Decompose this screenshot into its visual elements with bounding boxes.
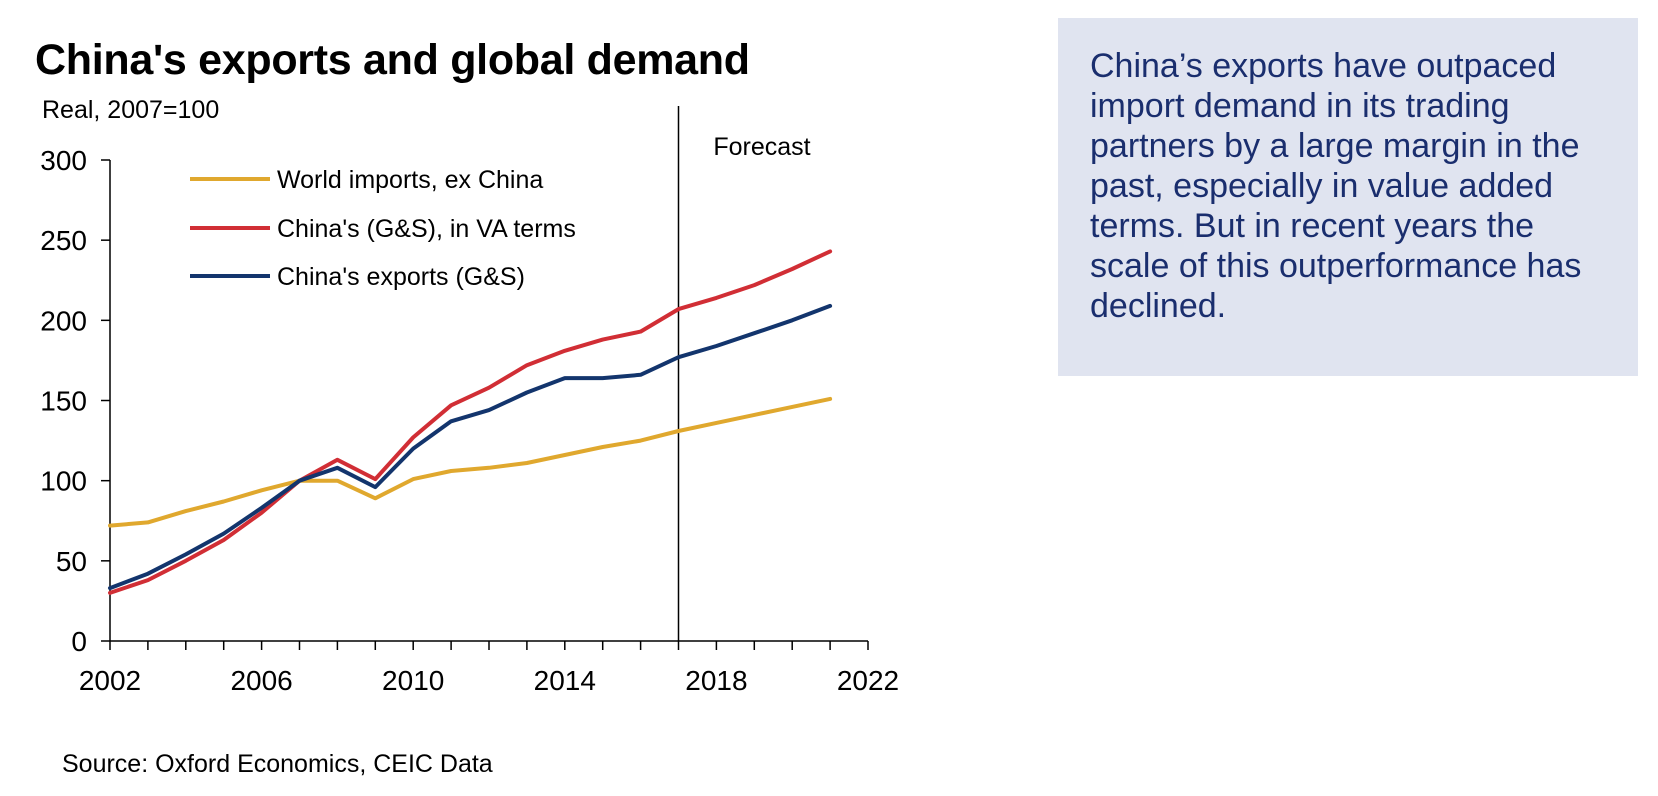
legend-label: China's exports (G&S) xyxy=(277,263,525,291)
series-line xyxy=(108,396,833,528)
chart-title: China's exports and global demand xyxy=(35,36,750,84)
line-chart: 0 50 100 150 200 250 300 2002 2006 2010 2014 2018 20… xyxy=(40,106,899,696)
forecast-label: Forecast xyxy=(713,133,810,161)
x-tick-label: 2010 xyxy=(382,665,444,696)
x-tick-label: 2022 xyxy=(837,665,899,696)
y-tick-label: 300 xyxy=(40,145,87,176)
x-tick-label: 2006 xyxy=(230,665,292,696)
legend-label: China's (G&S), in VA terms xyxy=(277,215,576,243)
y-tick-label: 250 xyxy=(40,225,87,256)
chart-axes: 0 50 100 150 200 250 300 2002 2006 2010 2014 2018 20… xyxy=(40,106,899,696)
chart-series xyxy=(108,249,833,595)
x-tick-label: 2002 xyxy=(79,665,141,696)
y-tick-label: 150 xyxy=(40,386,87,417)
chart-legend: World imports, ex China China's (G&S), in… xyxy=(190,166,576,291)
x-tick-label: 2018 xyxy=(685,665,747,696)
x-tick-label: 2014 xyxy=(534,665,596,696)
series-line xyxy=(108,303,833,591)
series-line xyxy=(108,249,833,595)
y-tick-label: 200 xyxy=(40,305,87,336)
y-tick-label: 0 xyxy=(71,626,87,657)
legend-label: World imports, ex China xyxy=(277,166,543,194)
y-tick-label: 100 xyxy=(40,466,87,497)
callout-box: China’s exports have outpaced import dem… xyxy=(1058,18,1638,376)
chart-subtitle: Real, 2007=100 xyxy=(42,96,220,124)
y-tick-label: 50 xyxy=(56,546,87,577)
chart-source: Source: Oxford Economics, CEIC Data xyxy=(62,750,493,778)
callout-text: China’s exports have outpaced import dem… xyxy=(1090,47,1582,325)
